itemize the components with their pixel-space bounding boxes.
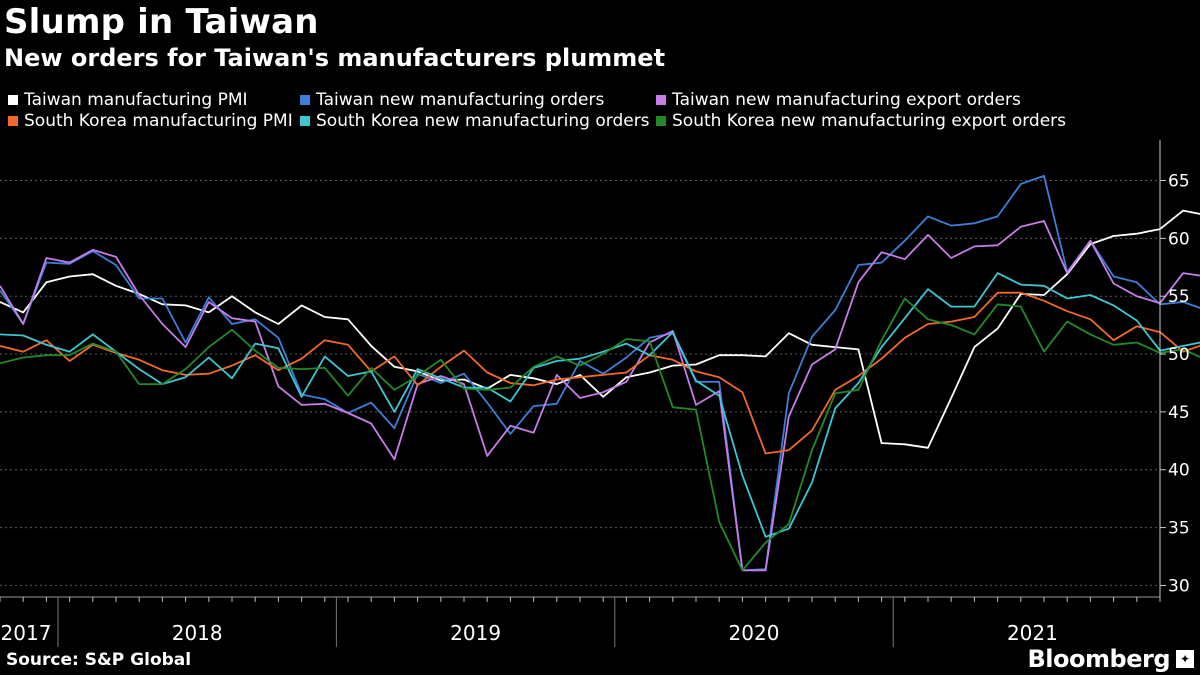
legend-swatch-icon — [300, 95, 310, 105]
legend-swatch-icon — [8, 95, 18, 105]
x-year-label: 2019 — [450, 621, 501, 645]
y-tick-label: 65 — [1168, 171, 1190, 191]
series-line — [0, 297, 1200, 572]
x-year-label: 2020 — [729, 621, 780, 645]
chart-title: Slump in Taiwan — [4, 2, 319, 42]
x-year-label: 2018 — [172, 621, 223, 645]
legend-swatch-icon — [8, 116, 18, 126]
y-tick-label: 55 — [1168, 287, 1190, 307]
x-year-label: 2021 — [1007, 621, 1058, 645]
x-year-label: 2017 — [1, 621, 52, 645]
legend-item: Taiwan new manufacturing orders — [300, 90, 604, 110]
y-tick-label: 30 — [1168, 576, 1190, 596]
legend-swatch-icon — [300, 116, 310, 126]
legend-swatch-icon — [656, 116, 666, 126]
brand-logo: Bloomberg — [1027, 645, 1171, 673]
chart-subtitle: New orders for Taiwan's manufacturers pl… — [4, 44, 666, 72]
legend-label: Taiwan new manufacturing orders — [316, 90, 605, 110]
y-tick-label: 45 — [1168, 403, 1190, 423]
y-tick-label: 40 — [1168, 461, 1190, 481]
series-line — [0, 209, 1200, 449]
legend-label: Taiwan new manufacturing export orders — [672, 90, 1021, 110]
bloomberg-terminal-icon: ✦ — [1176, 650, 1194, 668]
legend-label: South Korea new manufacturing orders — [316, 111, 650, 131]
y-tick-label: 50 — [1168, 345, 1190, 365]
legend-item: South Korea manufacturing PMI — [8, 111, 293, 131]
legend-label: South Korea new manufacturing export ord… — [672, 111, 1067, 131]
series-line — [0, 220, 1200, 572]
source-note: Source: S&P Global — [6, 650, 192, 670]
legend-item: South Korea new manufacturing export ord… — [656, 111, 1066, 131]
legend-item: Taiwan manufacturing PMI — [8, 90, 248, 110]
legend-item: Taiwan new manufacturing export orders — [656, 90, 1021, 110]
legend-item: South Korea new manufacturing orders — [300, 111, 650, 131]
legend-swatch-icon — [656, 95, 666, 105]
y-tick-label: 35 — [1168, 519, 1190, 539]
legend-label: Taiwan manufacturing PMI — [24, 90, 248, 110]
series-line — [0, 272, 1200, 538]
legend-label: South Korea manufacturing PMI — [24, 111, 293, 131]
y-tick-label: 60 — [1168, 229, 1190, 249]
